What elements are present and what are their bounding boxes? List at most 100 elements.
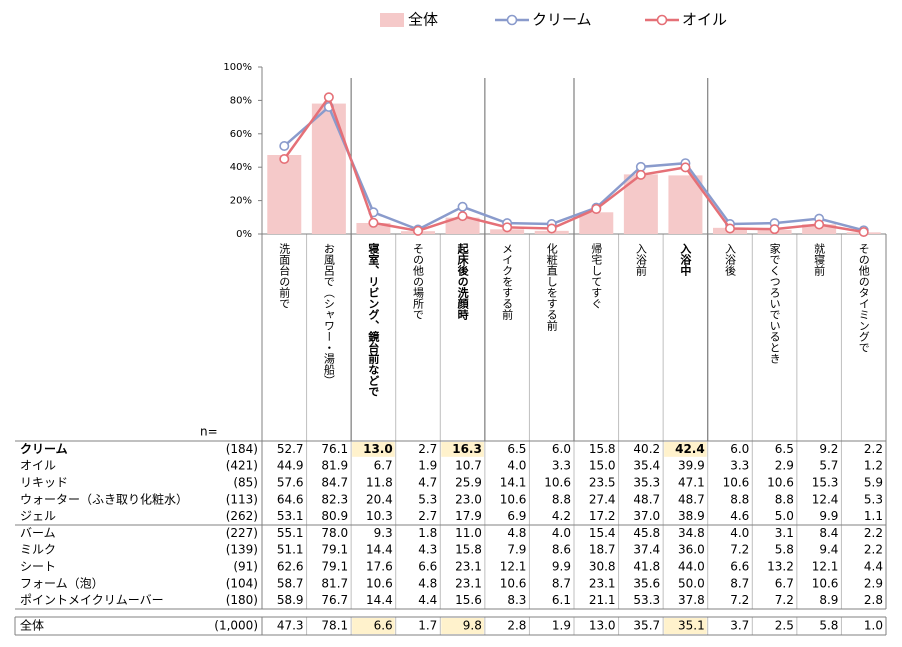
table-cell: 76.7 — [321, 593, 348, 607]
table-cell: 37.4 — [633, 543, 660, 557]
table-cell: 4.4 — [418, 593, 437, 607]
table-cell: 23.5 — [589, 476, 616, 490]
table-cell: 15.8 — [455, 543, 482, 557]
table-cell: 8.3 — [507, 593, 526, 607]
line-marker — [279, 154, 290, 165]
table-cell: 81.7 — [321, 576, 348, 590]
table-cell: 21.1 — [589, 593, 616, 607]
table-cell: 23.1 — [455, 560, 482, 574]
table-cell: 35.1 — [678, 619, 705, 633]
table-cell: 84.7 — [321, 476, 348, 490]
table-cell: 6.9 — [507, 509, 526, 523]
table-cell: 35.7 — [633, 619, 660, 633]
table-cell: 37.8 — [678, 593, 705, 607]
table-cell: 15.8 — [589, 442, 616, 456]
table-cell: 7.2 — [730, 593, 749, 607]
category-label: 寝室、リビング、鏡台前などで — [367, 242, 380, 397]
line-marker — [680, 162, 691, 173]
table-cell: 9.3 — [374, 526, 393, 540]
table-cell: 15.6 — [455, 593, 482, 607]
table-cell: 13.0 — [363, 442, 393, 456]
row-n: (85) — [233, 476, 258, 490]
table-cell: 1.0 — [864, 619, 883, 633]
table-cell: 17.9 — [455, 509, 482, 523]
line-marker — [769, 224, 780, 235]
highlight-cell — [441, 618, 484, 634]
table-cell: 1.1 — [864, 509, 883, 523]
highlight-cell — [664, 442, 707, 457]
category-label: メイクをする前 — [501, 243, 514, 321]
table-cell: 1.9 — [552, 619, 571, 633]
table-cell: 47.1 — [678, 476, 705, 490]
table-cell: 2.9 — [775, 459, 794, 473]
table-cell: 10.6 — [500, 576, 527, 590]
table-cell: 4.8 — [507, 526, 526, 540]
row-n: (227) — [226, 526, 258, 540]
table-cell: 53.1 — [277, 509, 304, 523]
row-label: ウォーター（ふき取り化粧水） — [20, 492, 188, 506]
table-cell: 53.3 — [633, 593, 660, 607]
table-cell: 14.1 — [500, 476, 527, 490]
y-tick-label: 0% — [236, 229, 252, 240]
table-cell: 4.6 — [730, 509, 749, 523]
table-cell: 10.6 — [723, 476, 750, 490]
line-marker — [368, 217, 379, 228]
y-tick-label: 60% — [230, 129, 252, 140]
table-cell: 13.0 — [589, 619, 616, 633]
row-n: (139) — [226, 543, 258, 557]
table-cell: 15.3 — [812, 476, 839, 490]
bar — [356, 222, 391, 234]
table-cell: 6.7 — [374, 459, 393, 473]
table-cell: 16.3 — [452, 442, 482, 456]
bar — [311, 103, 346, 234]
table-cell: 9.9 — [552, 560, 571, 574]
category-label: 入浴後 — [724, 243, 737, 276]
table-cell: 4.0 — [507, 459, 526, 473]
row-label: 全体 — [20, 618, 44, 633]
table-cell: 44.9 — [277, 459, 304, 473]
table-cell: 48.7 — [678, 492, 705, 506]
y-tick-label: 40% — [230, 162, 252, 173]
table-cell: 17.2 — [589, 509, 616, 523]
table-cell: 10.7 — [455, 459, 482, 473]
table-cell: 7.2 — [730, 543, 749, 557]
table-cell: 82.3 — [321, 492, 348, 506]
table-cell: 51.1 — [277, 543, 304, 557]
table-cell: 57.6 — [277, 476, 304, 490]
category-label: その他のタイミングで — [857, 243, 870, 353]
table-cell: 4.3 — [418, 543, 437, 557]
table-cell: 11.0 — [455, 526, 482, 540]
table-cell: 41.8 — [633, 560, 660, 574]
row-n: (104) — [226, 576, 258, 590]
row-label: フォーム（泡） — [20, 576, 104, 590]
line-marker — [591, 203, 602, 214]
table-cell: 5.7 — [819, 459, 838, 473]
line — [283, 104, 865, 232]
table-cell: 6.6 — [418, 560, 437, 574]
table-cell: 4.8 — [418, 576, 437, 590]
table-cell: 23.1 — [589, 576, 616, 590]
bar — [267, 155, 302, 234]
table-cell: 6.5 — [775, 442, 794, 456]
table-cell: 2.8 — [507, 619, 526, 633]
line-marker — [814, 219, 825, 230]
table-cell: 12.4 — [812, 492, 839, 506]
line-marker — [858, 226, 869, 237]
table-cell: 6.0 — [730, 442, 749, 456]
legend-label: 全体 — [408, 11, 438, 29]
highlight-cell — [352, 618, 395, 634]
row-label: リキッド — [20, 476, 68, 490]
table-cell: 44.0 — [678, 560, 705, 574]
table-cell: 18.7 — [589, 543, 616, 557]
bar — [668, 175, 703, 234]
line-marker — [412, 225, 423, 236]
table-cell: 58.7 — [277, 576, 304, 590]
table-cell: 14.4 — [366, 593, 393, 607]
row-n: (184) — [226, 442, 258, 456]
table-cell: 6.1 — [552, 593, 571, 607]
highlight-cell — [352, 442, 395, 457]
table-cell: 2.2 — [864, 543, 883, 557]
table-cell: 5.0 — [775, 509, 794, 523]
line — [283, 94, 864, 234]
row-label: ジェル — [20, 509, 56, 523]
